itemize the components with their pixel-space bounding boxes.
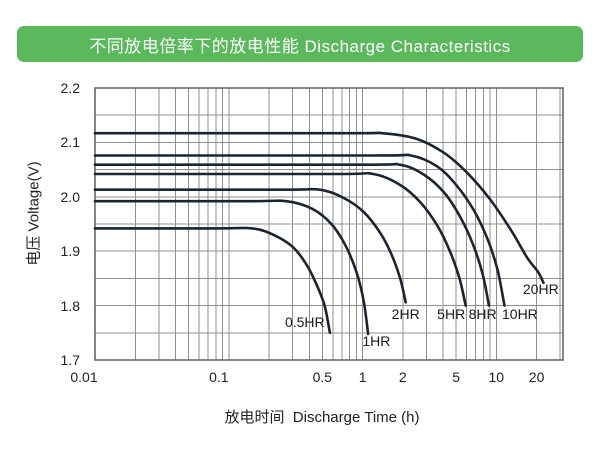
y-axis-title: 电压 Voltage(V) bbox=[25, 161, 43, 266]
curve-label: 0.5HR bbox=[284, 313, 325, 330]
x-tick-label: 10 bbox=[488, 369, 505, 385]
x-tick-label: 20 bbox=[528, 369, 545, 385]
chart-title-bar: 不同放电倍率下的放电性能 Discharge Characteristics bbox=[17, 26, 583, 62]
y-tick-label: 2.1 bbox=[60, 134, 80, 151]
curve-20hr bbox=[93, 131, 545, 285]
curve-label: 5HR bbox=[437, 305, 466, 322]
curve-5hr bbox=[93, 171, 467, 307]
y-tick-label: 2.0 bbox=[60, 188, 80, 205]
x-axis-title: 放电时间 Discharge Time (h) bbox=[224, 409, 420, 426]
chart-title: 不同放电倍率下的放电性能 Discharge Characteristics bbox=[89, 36, 511, 56]
curve-label: 2HR bbox=[391, 305, 420, 322]
y-tick-label: 1.7 bbox=[60, 352, 80, 368]
x-tick-label: 0.01 bbox=[70, 369, 98, 385]
x-tick-label: 2 bbox=[398, 369, 407, 385]
curve-2hr bbox=[93, 187, 407, 304]
curve-label: 10HR bbox=[501, 305, 538, 322]
y-tick-label: 1.9 bbox=[60, 243, 80, 260]
curve-1hr bbox=[93, 199, 370, 336]
x-tick-label: 5 bbox=[452, 369, 460, 385]
x-tick-label: 1 bbox=[358, 369, 367, 385]
x-tick-label: 0.5 bbox=[312, 369, 333, 385]
curve-label: 8HR bbox=[468, 305, 497, 322]
y-tick-label: 2.2 bbox=[60, 80, 80, 96]
curve-label: 20HR bbox=[522, 281, 559, 298]
y-tick-label: 1.8 bbox=[60, 297, 80, 314]
curve-0.5hr bbox=[93, 226, 332, 335]
curve-10hr bbox=[93, 153, 506, 307]
x-tick-label: 0.1 bbox=[209, 369, 229, 385]
curve-label: 1HR bbox=[362, 333, 391, 349]
curve-8hr bbox=[93, 162, 491, 307]
